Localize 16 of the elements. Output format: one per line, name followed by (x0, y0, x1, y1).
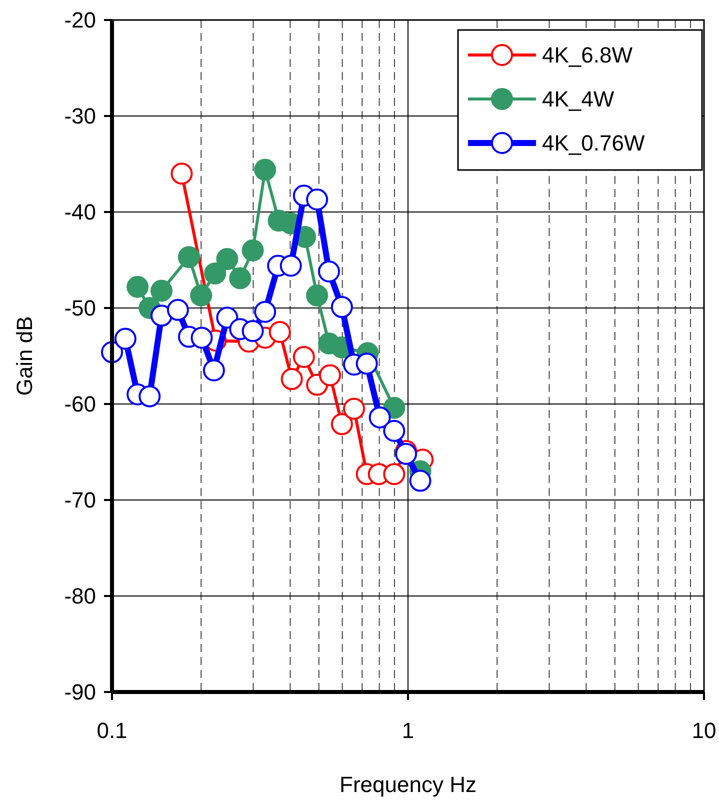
x-tick-label: 1 (402, 718, 414, 743)
y-tick-label: -60 (64, 392, 96, 417)
y-tick-label: -30 (64, 104, 96, 129)
y-tick-label: -70 (64, 488, 96, 513)
y-tick-label: -90 (64, 680, 96, 705)
legend-label: 4K_0.76W (542, 130, 645, 156)
y-tick-label: -50 (64, 296, 96, 321)
y-tick-label: -40 (64, 200, 96, 225)
legend-label: 4K_4W (542, 86, 614, 112)
y-axis-title: Gain dB (12, 316, 37, 396)
y-tick-label: -20 (64, 8, 96, 33)
x-axis-title: Frequency Hz (340, 772, 476, 797)
x-tick-label: 0.1 (96, 718, 128, 743)
legend-label: 4K_6.8W (542, 42, 633, 68)
y-tick-label: -80 (64, 584, 96, 609)
x-tick-label: 10 (692, 718, 716, 743)
